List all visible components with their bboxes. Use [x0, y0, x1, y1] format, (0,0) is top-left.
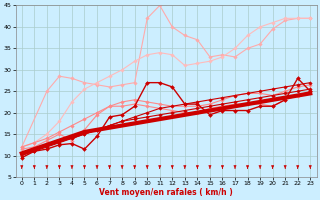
X-axis label: Vent moyen/en rafales ( km/h ): Vent moyen/en rafales ( km/h ) — [99, 188, 233, 197]
